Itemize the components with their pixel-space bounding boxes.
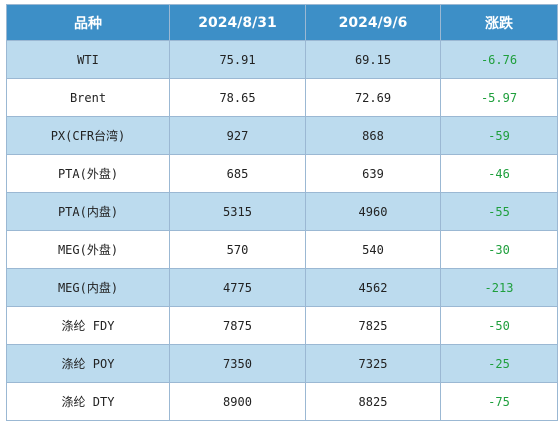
header-date-prev: 2024/8/31 bbox=[169, 4, 306, 41]
price-change: -213 bbox=[440, 268, 558, 307]
product-name: 涤纶 DTY bbox=[6, 382, 170, 421]
price-change: -46 bbox=[440, 154, 558, 193]
price-change: -59 bbox=[440, 116, 558, 155]
table-row: 涤纶 POY 7350 7325 -25 bbox=[6, 344, 558, 383]
prev-price: 4775 bbox=[169, 268, 306, 307]
table-row: 涤纶 DTY 8900 8825 -75 bbox=[6, 382, 558, 421]
price-change: -50 bbox=[440, 306, 558, 345]
product-name: 涤纶 FDY bbox=[6, 306, 170, 345]
curr-price: 868 bbox=[305, 116, 441, 155]
product-name: PX(CFR台湾) bbox=[6, 116, 170, 155]
prev-price: 75.91 bbox=[169, 40, 306, 79]
curr-price: 540 bbox=[305, 230, 441, 269]
price-table-container: 品种 2024/8/31 2024/9/6 涨跌 WTI 75.91 69.15… bbox=[6, 4, 558, 421]
product-name: WTI bbox=[6, 40, 170, 79]
price-change: -30 bbox=[440, 230, 558, 269]
curr-price: 8825 bbox=[305, 382, 441, 421]
prev-price: 685 bbox=[169, 154, 306, 193]
product-name: MEG(外盘) bbox=[6, 230, 170, 269]
price-change: -6.76 bbox=[440, 40, 558, 79]
table-row: Brent 78.65 72.69 -5.97 bbox=[6, 78, 558, 117]
prev-price: 8900 bbox=[169, 382, 306, 421]
header-product: 品种 bbox=[6, 4, 170, 41]
prev-price: 570 bbox=[169, 230, 306, 269]
product-name: MEG(内盘) bbox=[6, 268, 170, 307]
prev-price: 78.65 bbox=[169, 78, 306, 117]
prev-price: 927 bbox=[169, 116, 306, 155]
curr-price: 7325 bbox=[305, 344, 441, 383]
table-row: MEG(内盘) 4775 4562 -213 bbox=[6, 268, 558, 307]
price-change: -75 bbox=[440, 382, 558, 421]
curr-price: 72.69 bbox=[305, 78, 441, 117]
price-table: 品种 2024/8/31 2024/9/6 涨跌 WTI 75.91 69.15… bbox=[6, 4, 558, 421]
price-change: -5.97 bbox=[440, 78, 558, 117]
curr-price: 639 bbox=[305, 154, 441, 193]
header-change: 涨跌 bbox=[440, 4, 558, 41]
product-name: PTA(外盘) bbox=[6, 154, 170, 193]
product-name: PTA(内盘) bbox=[6, 192, 170, 231]
table-row: MEG(外盘) 570 540 -30 bbox=[6, 230, 558, 269]
table-row: PTA(内盘) 5315 4960 -55 bbox=[6, 192, 558, 231]
curr-price: 69.15 bbox=[305, 40, 441, 79]
header-row: 品种 2024/8/31 2024/9/6 涨跌 bbox=[6, 4, 558, 41]
product-name: 涤纶 POY bbox=[6, 344, 170, 383]
table-row: PTA(外盘) 685 639 -46 bbox=[6, 154, 558, 193]
product-name: Brent bbox=[6, 78, 170, 117]
prev-price: 5315 bbox=[169, 192, 306, 231]
prev-price: 7875 bbox=[169, 306, 306, 345]
table-row: WTI 75.91 69.15 -6.76 bbox=[6, 40, 558, 79]
header-date-curr: 2024/9/6 bbox=[305, 4, 441, 41]
curr-price: 7825 bbox=[305, 306, 441, 345]
price-change: -55 bbox=[440, 192, 558, 231]
table-row: PX(CFR台湾) 927 868 -59 bbox=[6, 116, 558, 155]
prev-price: 7350 bbox=[169, 344, 306, 383]
price-change: -25 bbox=[440, 344, 558, 383]
table-row: 涤纶 FDY 7875 7825 -50 bbox=[6, 306, 558, 345]
curr-price: 4562 bbox=[305, 268, 441, 307]
curr-price: 4960 bbox=[305, 192, 441, 231]
